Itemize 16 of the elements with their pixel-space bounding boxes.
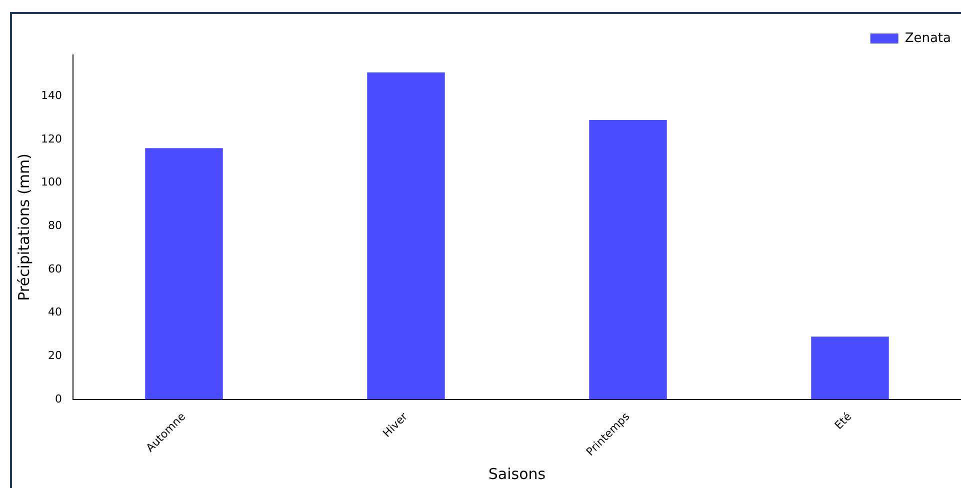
y-tick-label: 40	[48, 306, 62, 319]
x-tick-label: Eté	[832, 410, 854, 432]
y-tick-label: 80	[48, 218, 62, 232]
legend-label: Zenata	[904, 30, 952, 46]
y-tick-label: 120	[40, 132, 62, 146]
y-tick-label: 100	[40, 176, 62, 189]
y-tick-label: 20	[48, 348, 62, 362]
y-tick-label: 0	[54, 392, 62, 406]
bar	[811, 336, 889, 400]
y-tick-label: 140	[40, 89, 62, 102]
bar	[589, 120, 667, 400]
x-axis-title: Saisons	[488, 464, 546, 483]
y-tick-label: 60	[48, 262, 62, 276]
bar	[367, 72, 445, 400]
bar	[145, 148, 223, 400]
y-axis-title: Précipitations (mm)	[14, 154, 33, 301]
